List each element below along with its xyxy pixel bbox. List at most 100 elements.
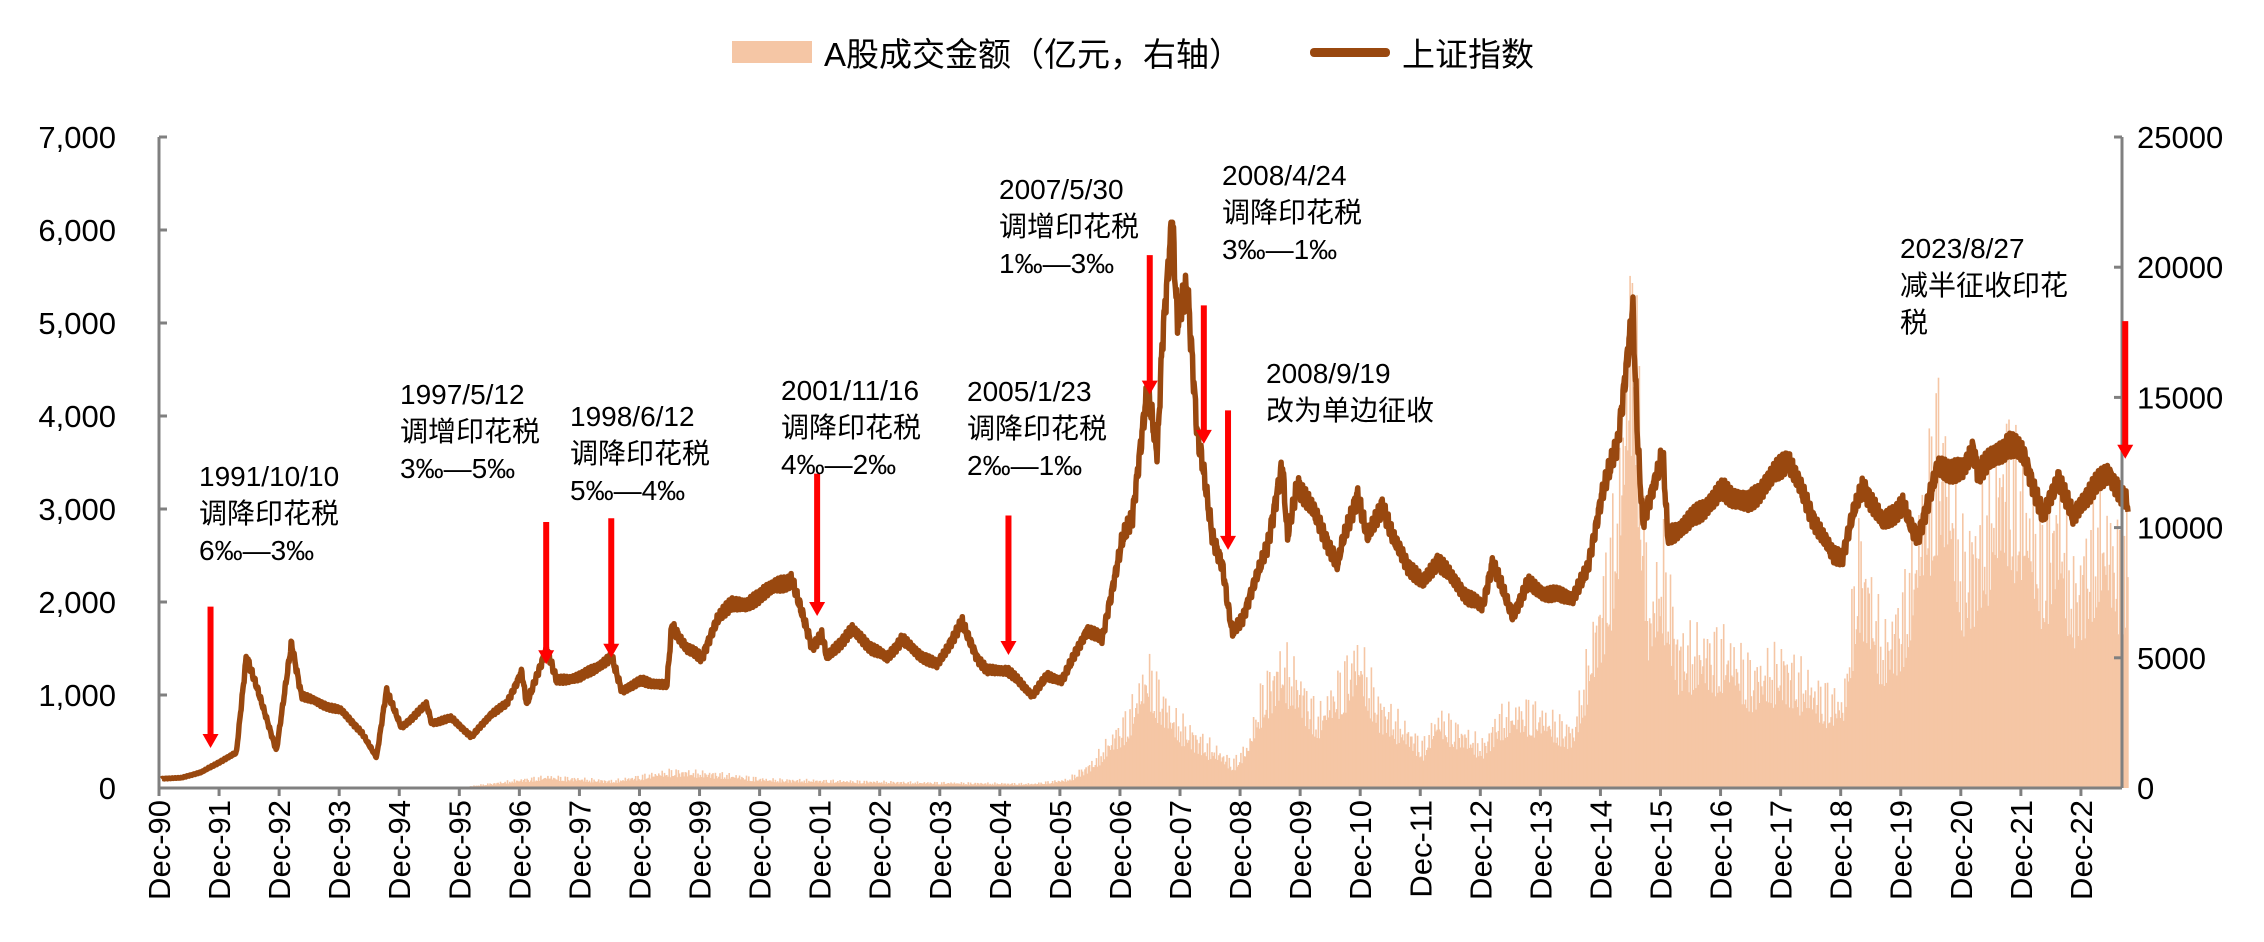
turnover-bar <box>1230 770 1233 788</box>
x-tick-label: Dec-11 <box>1403 800 1438 898</box>
turnover-bar <box>1043 784 1046 788</box>
turnover-bar <box>1417 752 1420 788</box>
turnover-bar <box>1690 694 1693 788</box>
turnover-bar <box>1876 673 1879 788</box>
turnover-bar <box>988 784 990 788</box>
turnover-bar <box>1733 647 1735 788</box>
turnover-bar <box>1864 578 1867 788</box>
turnover-bar <box>1035 784 1038 788</box>
turnover-bar <box>766 780 769 788</box>
turnover-bar <box>778 782 780 788</box>
turnover-bar <box>2110 607 2113 788</box>
turnover-bar <box>554 778 556 788</box>
turnover-bar <box>499 781 502 788</box>
turnover-bar <box>584 777 586 788</box>
left-tick-label: 1,000 <box>38 678 116 713</box>
turnover-bar <box>1061 780 1063 788</box>
turnover-bar <box>790 782 793 788</box>
turnover-bar <box>1068 780 1070 788</box>
turnover-bar <box>543 778 546 788</box>
turnover-bar <box>1341 714 1344 788</box>
turnover-bar <box>1235 754 1238 788</box>
turnover-bar <box>1993 527 1995 788</box>
turnover-bar <box>1484 746 1487 788</box>
turnover-bar <box>943 781 945 788</box>
turnover-bar <box>776 781 779 788</box>
turnover-bar <box>850 783 853 788</box>
turnover-bar <box>1117 728 1120 788</box>
turnover-bar <box>1591 673 1593 788</box>
turnover-bar <box>1024 784 1026 788</box>
turnover-bar <box>1310 698 1313 788</box>
turnover-bar <box>1929 575 1932 788</box>
turnover-bar <box>1252 717 1255 788</box>
turnover-bar <box>1392 729 1395 788</box>
turnover-bar <box>1282 685 1285 788</box>
turnover-bar <box>2032 490 2034 788</box>
turnover-bar <box>2041 524 2044 788</box>
turnover-bar <box>594 781 596 788</box>
turnover-bar <box>1508 701 1510 788</box>
turnover-bar <box>1763 680 1765 788</box>
turnover-bar <box>616 782 618 788</box>
turnover-bar <box>1713 631 1716 788</box>
turnover-bar <box>1423 736 1426 788</box>
turnover-bar <box>1633 436 1636 788</box>
turnover-bar <box>580 779 583 788</box>
turnover-bar <box>901 784 904 788</box>
turnover-bar <box>629 780 631 788</box>
turnover-bar <box>961 784 964 788</box>
annotation-line: 2007/5/30 <box>999 174 1124 205</box>
turnover-bar <box>1566 748 1569 788</box>
turnover-bar <box>1550 736 1553 788</box>
turnover-bar <box>1744 699 1747 788</box>
turnover-bar <box>1598 616 1600 788</box>
turnover-bar <box>1221 757 1224 788</box>
turnover-bar <box>1882 660 1884 788</box>
turnover-bar <box>1034 783 1037 788</box>
turnover-bar <box>972 784 974 788</box>
turnover-bar <box>788 779 791 788</box>
annotation-line: 调降印花税 <box>1222 197 1363 228</box>
turnover-bar <box>935 784 937 788</box>
turnover-bar <box>1982 590 1985 788</box>
turnover-bar <box>581 779 584 788</box>
turnover-bar <box>503 783 505 788</box>
turnover-bar <box>1467 729 1470 788</box>
turnover-bar <box>1371 721 1374 788</box>
turnover-bar <box>600 780 602 788</box>
turnover-bar <box>2030 561 2032 788</box>
turnover-bar <box>519 780 521 788</box>
turnover-bar <box>719 773 721 788</box>
turnover-bar <box>991 783 994 788</box>
turnover-bar <box>1948 458 1950 788</box>
turnover-bar <box>1896 675 1898 788</box>
turnover-bar <box>670 770 673 788</box>
turnover-bar <box>917 783 920 788</box>
turnover-bar <box>1461 735 1464 788</box>
turnover-bar <box>1926 554 1928 788</box>
turnover-bar <box>1460 733 1463 788</box>
turnover-bar <box>1243 756 1246 788</box>
turnover-bar <box>1554 721 1556 788</box>
turnover-bar <box>1731 675 1733 788</box>
turnover-bar <box>2064 618 2067 788</box>
turnover-bar <box>589 782 592 788</box>
turnover-bar <box>1247 750 1249 788</box>
turnover-bar <box>1169 722 1172 788</box>
turnover-bar <box>1648 618 1651 788</box>
turnover-bar <box>617 778 620 788</box>
turnover-bar <box>1795 699 1798 788</box>
turnover-bar <box>2015 424 2017 788</box>
turnover-bar <box>2028 518 2031 788</box>
turnover-bar <box>1949 530 1951 788</box>
turnover-bar <box>525 782 527 788</box>
turnover-bar <box>667 776 669 788</box>
turnover-bar <box>1844 678 1846 788</box>
turnover-bar <box>1677 694 1680 788</box>
turnover-bar <box>552 777 555 788</box>
turnover-bar <box>615 780 617 788</box>
turnover-bar <box>2113 572 2115 788</box>
x-tick-label: Dec-18 <box>1824 800 1859 900</box>
turnover-bar <box>715 775 718 788</box>
